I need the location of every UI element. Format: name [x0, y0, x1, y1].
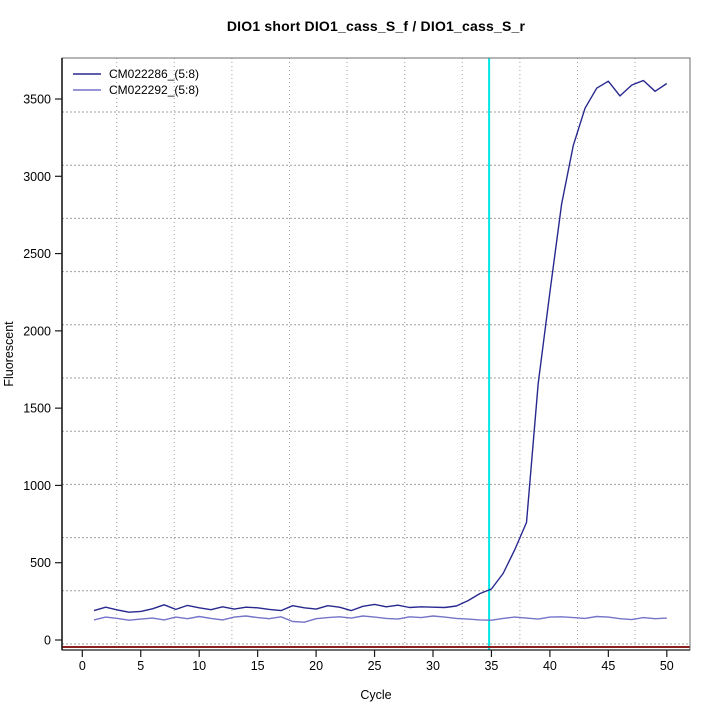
y-tick-label: 1500: [23, 402, 51, 416]
x-tick-label: 50: [660, 659, 674, 673]
y-tick-label: 0: [44, 634, 51, 648]
y-tick-label: 3000: [23, 170, 51, 184]
x-tick-label: 25: [368, 659, 382, 673]
x-tick-label: 35: [484, 659, 498, 673]
y-tick-label: 2000: [23, 324, 51, 338]
y-tick-label: 500: [30, 556, 51, 570]
x-tick-label: 30: [426, 659, 440, 673]
x-tick-label: 45: [601, 659, 615, 673]
y-tick-label: 3500: [23, 93, 51, 107]
plot-title: DIO1 short DIO1_cass_S_f / DIO1_cass_S_r: [226, 18, 526, 34]
series-line-CM022292-5-8-: [93, 615, 667, 623]
x-tick-label: 15: [251, 659, 265, 673]
y-tick-label: 2500: [23, 247, 51, 261]
x-tick-label: 0: [79, 659, 86, 673]
plot-frame: [61, 57, 691, 651]
series-line-CM022286-5-8-: [93, 79, 668, 613]
x-tick-label: 20: [309, 659, 323, 673]
y-tick-label: 1000: [23, 479, 51, 493]
x-axis-label: Cycle: [360, 688, 392, 702]
x-tick-label: 40: [543, 659, 557, 673]
legend-label: CM022292_(5:8): [109, 83, 199, 97]
x-tick-label: 5: [137, 659, 144, 673]
legend-label: CM022286_(5:8): [109, 67, 199, 81]
x-tick-label: 10: [192, 659, 206, 673]
